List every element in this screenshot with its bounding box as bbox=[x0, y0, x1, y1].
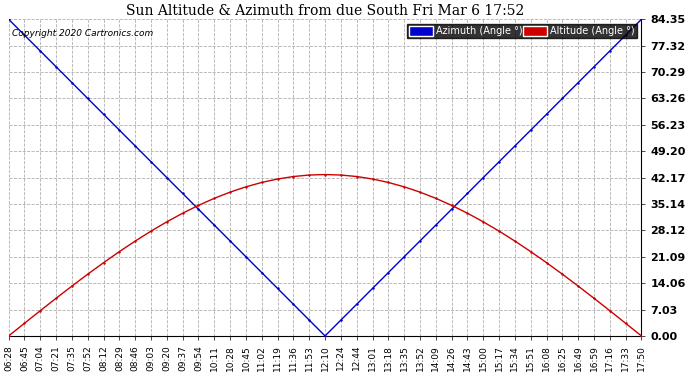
Text: Copyright 2020 Cartronics.com: Copyright 2020 Cartronics.com bbox=[12, 29, 153, 38]
Legend: Azimuth (Angle °), Altitude (Angle °): Azimuth (Angle °), Altitude (Angle °) bbox=[407, 24, 637, 38]
Title: Sun Altitude & Azimuth from due South Fri Mar 6 17:52: Sun Altitude & Azimuth from due South Fr… bbox=[126, 4, 524, 18]
